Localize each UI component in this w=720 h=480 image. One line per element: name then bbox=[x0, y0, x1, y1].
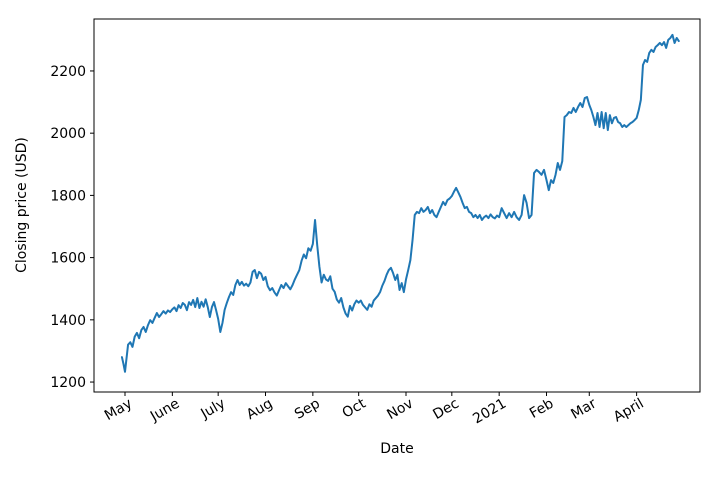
y-tick-label: 2200 bbox=[50, 64, 86, 80]
x-axis-title: Date bbox=[380, 441, 414, 457]
x-tick-label: Oct bbox=[340, 395, 369, 421]
x-tick-label: May bbox=[102, 396, 135, 424]
y-tick-label: 1800 bbox=[50, 188, 86, 204]
x-tick-label: 2021 bbox=[470, 396, 509, 428]
y-tick-label: 1400 bbox=[50, 313, 86, 329]
y-tick-label: 1200 bbox=[50, 375, 86, 391]
x-tick-label: Aug bbox=[244, 396, 276, 424]
x-tick-label: June bbox=[147, 396, 182, 426]
x-tick-label: April bbox=[611, 396, 647, 426]
y-tick-label: 2000 bbox=[50, 126, 86, 142]
y-axis-title: Closing price (USD) bbox=[14, 137, 30, 273]
x-tick-label: Sep bbox=[292, 396, 323, 423]
price-line-series bbox=[120, 33, 680, 373]
plot-border bbox=[93, 18, 701, 393]
x-tick-label: Mar bbox=[568, 395, 599, 422]
x-tick-label: Nov bbox=[384, 396, 416, 424]
x-tick-label: Feb bbox=[527, 396, 557, 422]
y-tick-label: 1600 bbox=[50, 251, 86, 267]
x-tick-label: Dec bbox=[430, 396, 461, 423]
x-tick-label: July bbox=[197, 396, 228, 423]
